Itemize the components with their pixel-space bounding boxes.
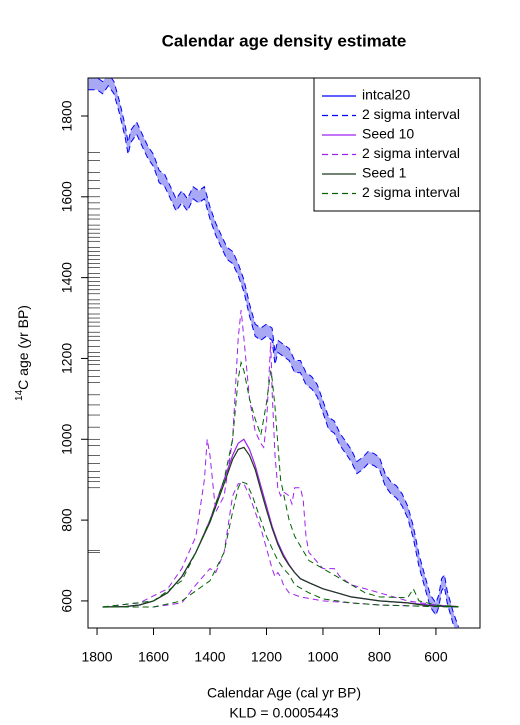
y-tick-label: 600 xyxy=(59,589,75,613)
legend: intcal20 2 sigma interval Seed 10 2 sigma i… xyxy=(313,77,481,212)
x-tick-label: 1000 xyxy=(307,649,338,665)
x-tick-label: 1200 xyxy=(251,649,282,665)
plot-frame xyxy=(87,77,481,629)
interval-upper xyxy=(102,360,459,608)
y-tick-label: 1000 xyxy=(59,423,75,454)
subtitle: KLD = 0.0005443 xyxy=(229,705,339,721)
series-line xyxy=(102,438,459,608)
legend-label: Seed 10 xyxy=(362,126,414,142)
legend-box xyxy=(313,77,481,212)
x-tick-label: 1400 xyxy=(194,649,225,665)
legend-label: 2 sigma interval xyxy=(362,145,460,161)
x-tick-label: 1600 xyxy=(138,649,169,665)
y-tick-label: 1800 xyxy=(59,100,75,131)
x-tick-label: 800 xyxy=(368,649,392,665)
y-label-superscript: 14 xyxy=(14,389,25,401)
interval-lower xyxy=(88,84,456,628)
interval-upper xyxy=(88,78,459,628)
y-tick-label: 800 xyxy=(59,508,75,532)
legend-label: 2 sigma interval xyxy=(362,184,460,200)
interval-upper xyxy=(102,309,459,608)
legend-label: 2 sigma interval xyxy=(362,106,460,122)
legend-label: intcal20 xyxy=(362,87,410,103)
chart-title: Calendar age density estimate xyxy=(162,31,407,50)
y-tick-label: 1400 xyxy=(59,262,75,293)
x-axis-label: Calendar Age (cal yr BP) xyxy=(207,685,361,701)
y-label-text: C age (yr BP) xyxy=(15,305,31,390)
y-tick-label: 1200 xyxy=(59,343,75,374)
interval-lower xyxy=(102,483,459,608)
y-tick-label: 1600 xyxy=(59,181,75,212)
x-tick-label: 1800 xyxy=(81,649,112,665)
plot-area xyxy=(88,78,459,628)
interval-band xyxy=(88,78,459,628)
legend-label: Seed 1 xyxy=(362,165,407,181)
x-tick-label: 600 xyxy=(424,649,448,665)
y-axis-label: 14C age (yr BP) xyxy=(14,305,31,401)
interval-lower xyxy=(102,481,459,608)
series-line xyxy=(102,446,459,608)
